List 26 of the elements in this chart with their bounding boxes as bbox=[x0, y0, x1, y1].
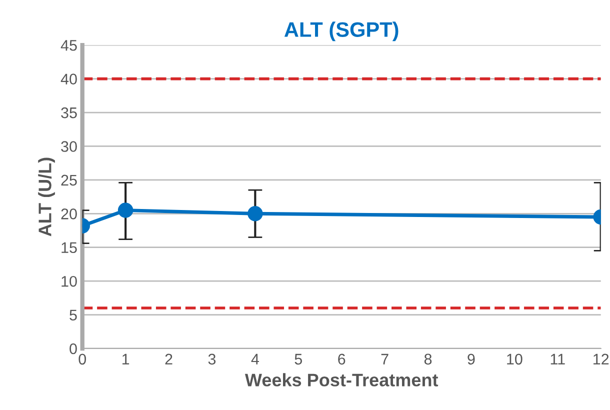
y-tick-label: 35 bbox=[61, 107, 77, 118]
x-axis-title: Weeks Post-Treatment bbox=[244, 373, 438, 386]
y-tick-label: 30 bbox=[61, 141, 77, 152]
x-tick-label: 7 bbox=[381, 354, 388, 364]
x-tick-label: 10 bbox=[507, 354, 522, 365]
x-tick-label: 11 bbox=[550, 354, 565, 364]
x-tick-label: 9 bbox=[468, 354, 475, 365]
y-tick-label: 20 bbox=[61, 208, 77, 220]
x-tick-label: 1 bbox=[122, 354, 130, 364]
y-tick-label: 15 bbox=[62, 242, 77, 254]
x-tick-label: 0 bbox=[78, 354, 86, 365]
y-axis-title: ALT (U/L) bbox=[38, 158, 55, 236]
x-tick-label: 8 bbox=[424, 354, 432, 365]
y-tick-label: 45 bbox=[60, 40, 77, 51]
y-tick-label: 10 bbox=[62, 276, 77, 287]
y-tick-label: 5 bbox=[70, 310, 77, 320]
y-tick-label: 40 bbox=[60, 74, 77, 84]
x-tick-label: 3 bbox=[208, 354, 216, 365]
chart-title: ALT (SGPT) bbox=[284, 22, 398, 42]
x-tick-label: 6 bbox=[338, 354, 346, 365]
x-tick-label: 12 bbox=[594, 354, 609, 364]
x-tick-label: 5 bbox=[294, 354, 302, 365]
y-tick-label: 25 bbox=[61, 174, 77, 186]
x-tick-label: 2 bbox=[165, 354, 172, 364]
x-tick-label: 4 bbox=[251, 354, 259, 364]
y-tick-label: 0 bbox=[70, 343, 77, 354]
